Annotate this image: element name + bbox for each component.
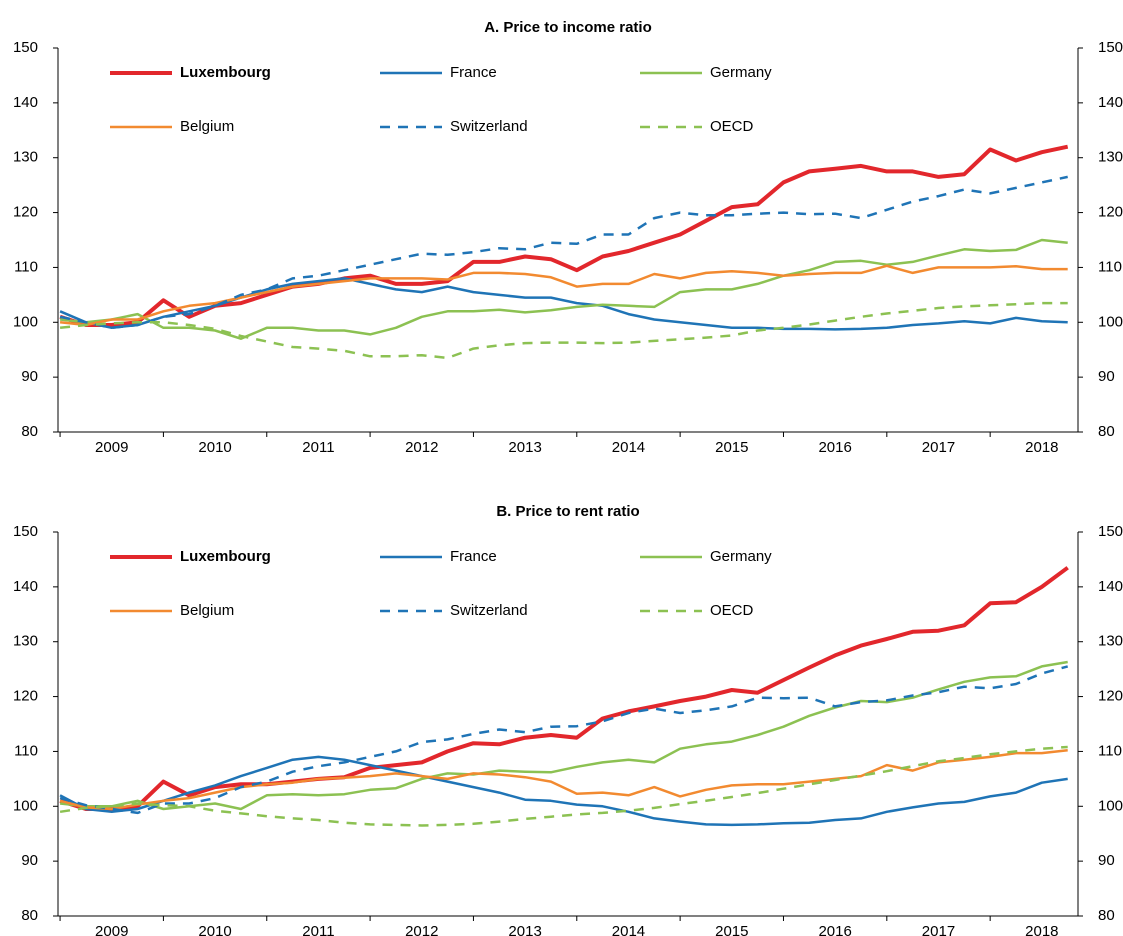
legend-label: OECD bbox=[710, 602, 754, 619]
y-tick-label: 130 bbox=[13, 149, 38, 166]
x-tick-label: 2013 bbox=[508, 439, 541, 456]
x-tick-label: 2014 bbox=[612, 439, 645, 456]
y-tick-label: 140 bbox=[13, 94, 38, 111]
x-tick-label: 2015 bbox=[715, 439, 748, 456]
legend-label: Belgium bbox=[180, 602, 234, 619]
y2-tick-label: 120 bbox=[1098, 204, 1123, 221]
series-line bbox=[59, 755, 1068, 827]
legend-label: France bbox=[450, 548, 497, 565]
x-tick-label: 2015 bbox=[715, 923, 748, 936]
legend-label: France bbox=[450, 64, 497, 81]
legend-label: Switzerland bbox=[450, 118, 528, 135]
legend-label: Germany bbox=[710, 64, 772, 81]
y2-tick-label: 90 bbox=[1098, 368, 1115, 385]
y-tick-label: 90 bbox=[21, 368, 38, 385]
y-tick-label: 90 bbox=[21, 852, 38, 869]
y2-tick-label: 120 bbox=[1098, 688, 1123, 705]
x-tick-label: 2018 bbox=[1025, 439, 1058, 456]
series-line bbox=[59, 749, 1068, 811]
y2-tick-label: 100 bbox=[1098, 313, 1123, 330]
legend-label: OECD bbox=[710, 118, 754, 135]
x-tick-label: 2009 bbox=[95, 439, 128, 456]
legend-label: Germany bbox=[710, 548, 772, 565]
y-tick-label: 80 bbox=[21, 907, 38, 924]
y-tick-label: 110 bbox=[14, 742, 38, 759]
y2-tick-label: 90 bbox=[1098, 852, 1115, 869]
x-tick-label: 2012 bbox=[405, 923, 438, 936]
x-tick-label: 2018 bbox=[1025, 923, 1058, 936]
x-tick-label: 2009 bbox=[95, 923, 128, 936]
y-tick-label: 100 bbox=[13, 313, 38, 330]
series-line bbox=[59, 660, 1068, 811]
series-line bbox=[59, 665, 1069, 815]
series-line bbox=[59, 566, 1069, 811]
x-tick-label: 2017 bbox=[922, 923, 955, 936]
legend-label: Switzerland bbox=[450, 602, 528, 619]
y-tick-label: 130 bbox=[13, 633, 38, 650]
y2-tick-label: 150 bbox=[1098, 39, 1123, 56]
x-tick-label: 2010 bbox=[198, 439, 231, 456]
y2-tick-label: 140 bbox=[1098, 94, 1123, 111]
x-tick-label: 2010 bbox=[198, 923, 231, 936]
x-tick-label: 2011 bbox=[302, 923, 334, 936]
y2-tick-label: 100 bbox=[1098, 797, 1123, 814]
y-tick-label: 110 bbox=[14, 258, 38, 275]
series-line bbox=[59, 745, 1068, 827]
y-tick-label: 150 bbox=[13, 39, 38, 56]
series-line bbox=[59, 264, 1068, 327]
x-tick-label: 2017 bbox=[922, 439, 955, 456]
legend-label: Belgium bbox=[180, 118, 234, 135]
x-tick-label: 2012 bbox=[405, 439, 438, 456]
series-line bbox=[59, 301, 1068, 360]
x-tick-label: 2014 bbox=[612, 923, 645, 936]
y2-tick-label: 150 bbox=[1098, 523, 1123, 540]
y-tick-label: 120 bbox=[13, 204, 38, 221]
x-tick-label: 2011 bbox=[302, 439, 334, 456]
y2-tick-label: 110 bbox=[1098, 258, 1122, 275]
legend-label: Luxembourg bbox=[180, 64, 271, 81]
y-tick-label: 100 bbox=[13, 797, 38, 814]
chart-title: B. Price to rent ratio bbox=[496, 503, 639, 520]
series-line bbox=[59, 144, 1069, 327]
y2-tick-label: 80 bbox=[1098, 907, 1115, 924]
y2-tick-label: 130 bbox=[1098, 633, 1123, 650]
y-tick-label: 80 bbox=[21, 423, 38, 440]
series-line bbox=[59, 175, 1068, 330]
y-tick-label: 120 bbox=[13, 688, 38, 705]
y2-tick-label: 130 bbox=[1098, 149, 1123, 166]
chart-title: A. Price to income ratio bbox=[484, 19, 652, 36]
y-tick-label: 150 bbox=[13, 523, 38, 540]
series-line bbox=[59, 238, 1068, 340]
series-line bbox=[59, 277, 1068, 331]
x-tick-label: 2016 bbox=[818, 923, 851, 936]
y-tick-label: 140 bbox=[13, 578, 38, 595]
y2-tick-label: 110 bbox=[1098, 742, 1122, 759]
y2-tick-label: 80 bbox=[1098, 423, 1115, 440]
y2-tick-label: 140 bbox=[1098, 578, 1123, 595]
legend-label: Luxembourg bbox=[180, 548, 271, 565]
x-tick-label: 2016 bbox=[818, 439, 851, 456]
x-tick-label: 2013 bbox=[508, 923, 541, 936]
